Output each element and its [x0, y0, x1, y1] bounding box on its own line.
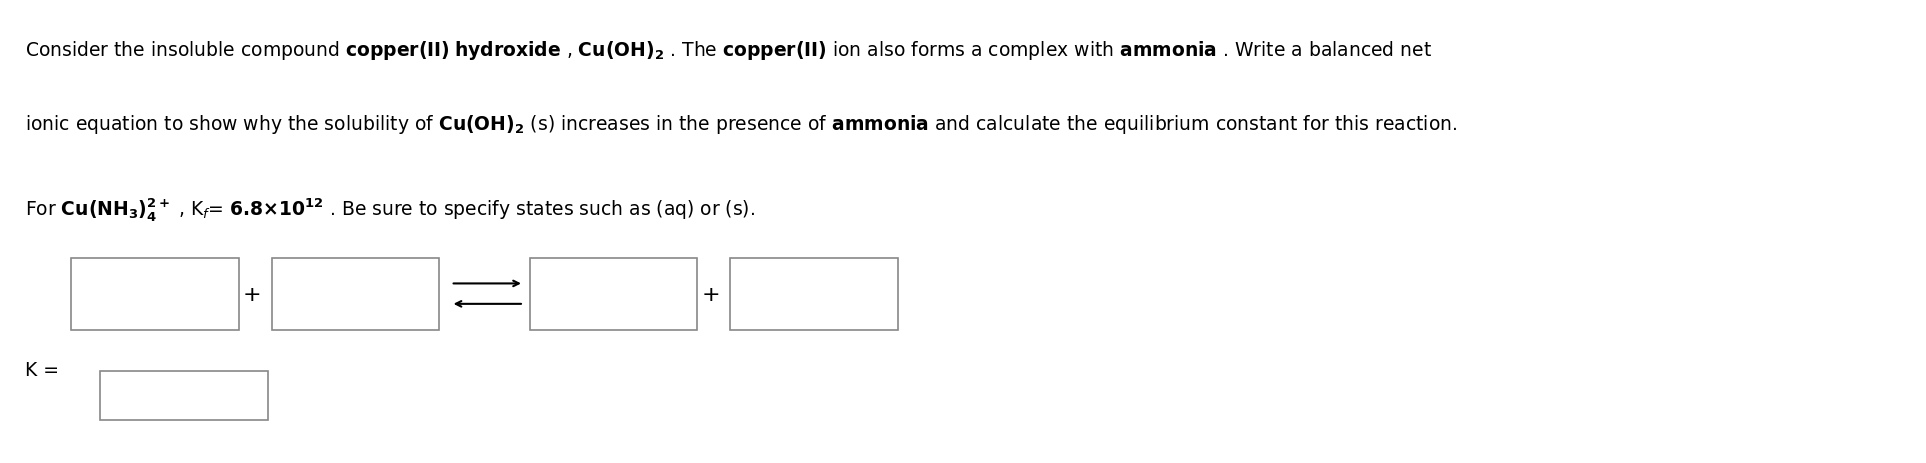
Text: ionic equation to show why the solubility of $\mathbf{Cu(OH)_{2}}$ (s) increases: ionic equation to show why the solubilit… [25, 113, 1458, 136]
Text: Consider the insoluble compound $\mathbf{copper(II)\;hydroxide}$ , $\mathbf{Cu(O: Consider the insoluble compound $\mathbf… [25, 38, 1433, 62]
Bar [530, 258, 697, 330]
Bar [730, 258, 898, 330]
Bar [272, 258, 439, 330]
Bar [71, 258, 239, 330]
Bar [100, 371, 268, 420]
Text: K =: K = [25, 360, 60, 379]
Text: +: + [701, 284, 720, 304]
Text: For $\mathbf{Cu(NH_3)_4^{2+}}$ , K$_f$= $\mathbf{6.8{\times}10^{12}}$ . Be sure : For $\mathbf{Cu(NH_3)_4^{2+}}$ , K$_f$= … [25, 196, 755, 223]
Text: +: + [243, 284, 262, 304]
